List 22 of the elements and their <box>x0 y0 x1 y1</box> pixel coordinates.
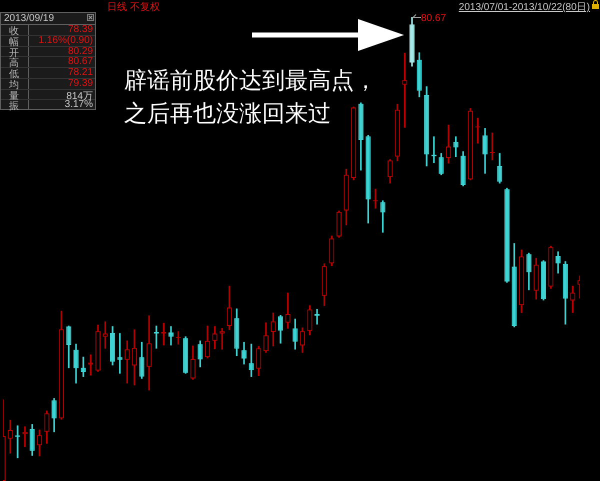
annotation: 80.67 <box>68 56 93 68</box>
annotation: 低 <box>9 68 19 80</box>
annotation: 1.16%(0.90) <box>38 34 93 46</box>
annotation: 高 <box>9 58 19 70</box>
annotation: 振 <box>9 100 19 112</box>
annotation: 开 <box>9 46 19 58</box>
annotation: 量 <box>9 90 19 102</box>
annotation: 2013/09/19 <box>4 13 54 24</box>
text: 日线 不复权 <box>107 0 160 14</box>
annotation: 3.17% <box>64 99 93 110</box>
annotation: 79.39 <box>68 78 93 89</box>
annotation: 814万 <box>66 90 93 102</box>
annotation: 78.39 <box>68 24 93 35</box>
annotation: 78.21 <box>68 67 93 78</box>
annotation: 辟谣前股价达到最高点， <box>124 67 377 96</box>
annotation: 80.67 <box>421 13 446 24</box>
text: 2013/07/01-2013/10/22(80日) <box>458 1 590 14</box>
annotation: 幅 <box>9 36 19 48</box>
annotation: 均 <box>9 78 19 91</box>
annotation: 收 <box>9 25 19 37</box>
annotation: 之后再也没涨回来过 <box>124 100 331 129</box>
annotation: 80.29 <box>68 46 93 56</box>
